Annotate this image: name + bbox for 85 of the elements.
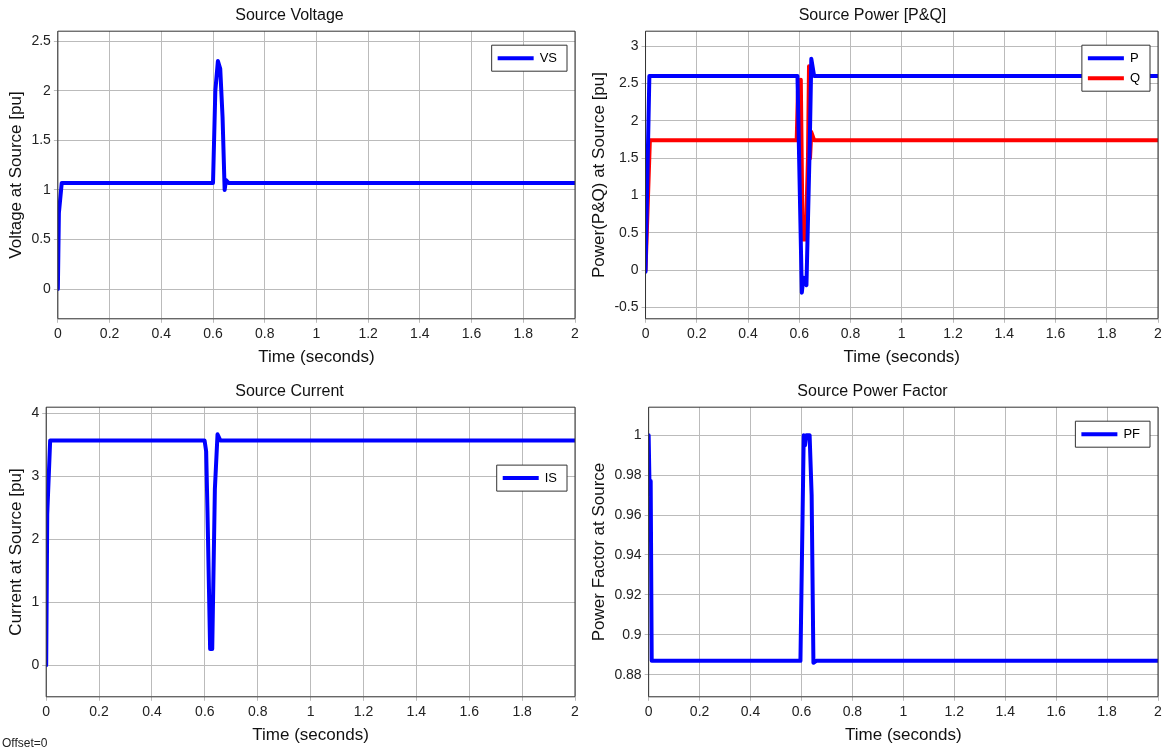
- x-tick-label: 0.8: [840, 325, 861, 342]
- y-tick-label: 3: [31, 467, 40, 484]
- x-tick-label: 0.4: [738, 325, 758, 342]
- y-tick-label: 2.5: [31, 31, 52, 48]
- y-tick-label: 3: [630, 37, 639, 53]
- x-axis-title: Time (seconds): [845, 725, 962, 745]
- x-tick-label: 0.6: [791, 703, 812, 720]
- y-tick-label: 1.5: [31, 131, 52, 148]
- y-axis-title: Current at Source [pu]: [5, 468, 25, 636]
- y-tick-label: 0.5: [31, 230, 52, 247]
- x-tick-label: 1.6: [1045, 325, 1066, 342]
- x-tick-label: 0.2: [89, 703, 110, 720]
- x-tick-label: 0: [644, 703, 653, 720]
- x-tick-label: 0.8: [247, 703, 268, 720]
- x-tick-label: 0.2: [689, 703, 710, 720]
- x-tick-label: 1.4: [995, 703, 1016, 720]
- x-tick-label: 0.2: [99, 325, 120, 342]
- x-tick-label: 2: [571, 325, 580, 342]
- chart-title: Source Power [P&Q]: [798, 6, 947, 24]
- x-tick-label: 1.8: [1097, 325, 1117, 342]
- x-tick-label: 0.4: [740, 703, 761, 720]
- x-tick-label: 0.6: [195, 703, 215, 720]
- x-tick-label: 1.4: [406, 703, 427, 720]
- y-axis-title: Voltage at Source [pu]: [5, 91, 25, 259]
- y-tick-label: 0.98: [614, 465, 642, 482]
- legend-label: VS: [539, 49, 558, 65]
- x-tick-label: 1.4: [994, 325, 1015, 342]
- chart-title: Source Current: [235, 382, 345, 400]
- x-tick-label: 1.2: [943, 325, 963, 342]
- y-tick-label: 0.94: [614, 545, 642, 562]
- y-tick-label: 2: [630, 111, 639, 128]
- x-tick-label: 1: [897, 325, 906, 342]
- x-tick-label: 1.6: [459, 703, 480, 720]
- chart-title: Source Power Factor: [797, 382, 949, 400]
- x-tick-label: 1.2: [358, 325, 379, 342]
- x-tick-label: 0.4: [142, 703, 162, 720]
- y-tick-label: 2: [31, 530, 40, 547]
- y-tick-label: 1.5: [619, 149, 639, 166]
- x-tick-label: 0.6: [789, 325, 810, 342]
- x-tick-label: 1: [899, 703, 908, 720]
- x-tick-label: 1.6: [1046, 703, 1067, 720]
- y-tick-label: 2.5: [619, 74, 639, 91]
- x-axis-title: Time (seconds): [258, 347, 375, 367]
- text: Offset=0: [2, 736, 48, 750]
- x-tick-label: 0.8: [254, 325, 275, 342]
- x-tick-label: 2: [571, 703, 580, 720]
- x-axis-title: Time (seconds): [252, 725, 369, 745]
- y-tick-label: 2: [43, 81, 52, 98]
- x-tick-label: 1.2: [944, 703, 965, 720]
- y-tick-label: 0.9: [622, 625, 642, 642]
- x-tick-label: 0.4: [151, 325, 172, 342]
- y-tick-label: 1: [630, 186, 639, 203]
- x-tick-label: 0.2: [687, 325, 707, 342]
- y-tick-label: 0: [43, 279, 52, 296]
- x-tick-label: 2: [1154, 325, 1163, 342]
- legend-label: P: [1129, 49, 1139, 65]
- y-tick-label: 0.92: [614, 585, 642, 602]
- legend-label: IS: [544, 469, 558, 485]
- x-tick-label: 1: [312, 325, 321, 342]
- chart-title: Source Voltage: [235, 6, 344, 24]
- y-tick-label: 0: [630, 261, 639, 278]
- x-tick-label: 1.6: [461, 325, 482, 342]
- x-tick-label: 1: [306, 703, 315, 720]
- x-tick-label: 1.2: [353, 703, 374, 720]
- y-tick-label: 1: [633, 426, 642, 443]
- x-tick-label: 2: [1154, 703, 1163, 720]
- legend-label: PF: [1123, 425, 1141, 441]
- y-tick-label: 4: [31, 404, 40, 421]
- y-tick-label: 1: [43, 180, 52, 197]
- y-axis-title: Power(P&Q) at Source [pu]: [588, 72, 608, 278]
- x-tick-label: 0.6: [203, 325, 223, 342]
- x-tick-label: 1.8: [513, 325, 534, 342]
- x-tick-label: 0.8: [842, 703, 863, 720]
- y-axis-title: Power Factor at Source: [588, 462, 608, 642]
- y-tick-label: 0: [31, 656, 40, 673]
- y-tick-label: 0.96: [614, 505, 642, 522]
- y-tick-label: 0.5: [619, 223, 639, 240]
- legend-label: Q: [1129, 69, 1141, 85]
- x-tick-label: 1.8: [512, 703, 533, 720]
- x-tick-label: 1.4: [410, 325, 430, 342]
- x-tick-label: 1.8: [1097, 703, 1118, 720]
- y-tick-label: -0.5: [614, 298, 639, 315]
- y-tick-label: 0.88: [614, 665, 642, 682]
- y-tick-label: 1: [31, 593, 40, 610]
- x-axis-title: Time (seconds): [843, 347, 961, 367]
